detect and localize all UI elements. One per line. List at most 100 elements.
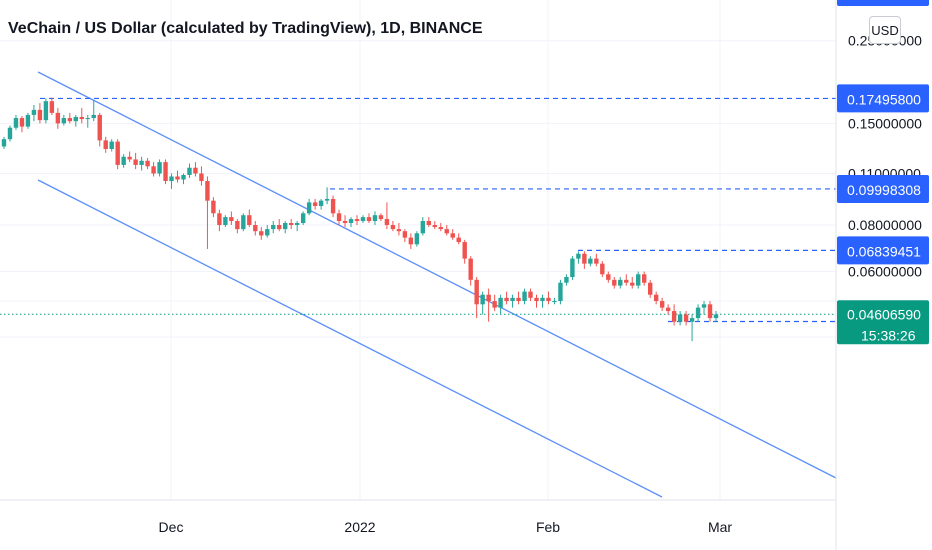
candle-body	[85, 118, 90, 120]
candle-body	[707, 304, 713, 319]
candles	[1, 97, 719, 342]
candle-body	[713, 314, 719, 319]
candle-body	[43, 101, 49, 121]
candle-body	[169, 176, 174, 182]
candle-body	[247, 215, 252, 226]
candle-body	[115, 141, 120, 165]
candle-body	[19, 118, 25, 127]
candle-body	[600, 263, 605, 275]
candle-body	[642, 274, 647, 283]
current-price-label: 0.04606590	[847, 306, 921, 322]
candle-body	[396, 229, 402, 232]
candle-body	[330, 198, 336, 214]
candle-body	[384, 219, 390, 226]
price-tick-label: 0.15000000	[848, 115, 922, 131]
candle-body	[354, 219, 360, 222]
candle-body	[61, 118, 67, 124]
candle-body	[576, 253, 581, 259]
current-price-badge	[837, 300, 929, 345]
candle-body	[504, 297, 509, 302]
candle-body	[408, 237, 414, 245]
candle-body	[378, 215, 384, 220]
candle-body	[468, 258, 473, 280]
candle-body	[366, 217, 372, 222]
candle-body	[312, 202, 318, 206]
channel-lower-line	[37, 179, 663, 498]
candle-body	[486, 294, 491, 302]
candle-body	[594, 258, 599, 264]
candle-body	[450, 233, 455, 238]
price-tick-label: 0.06000000	[848, 264, 922, 280]
candle-body	[701, 304, 707, 308]
candle-body	[91, 114, 96, 119]
candle-body	[151, 166, 156, 174]
candle-body	[653, 294, 659, 302]
candle-body	[288, 223, 294, 226]
currency-button[interactable]: USD	[869, 16, 901, 44]
candle-body	[665, 307, 671, 312]
channel-upper-line	[37, 71, 837, 479]
candle-body	[498, 297, 503, 308]
candle-body	[241, 215, 246, 230]
candle-body	[522, 291, 527, 302]
candle-body	[306, 202, 312, 214]
candle-body	[175, 176, 180, 180]
candle-body	[145, 160, 150, 167]
candle-body	[103, 140, 108, 149]
candle-body	[474, 279, 479, 305]
candle-body	[7, 127, 13, 140]
candle-body	[606, 274, 611, 280]
price-level-badge	[837, 236, 929, 265]
chart-title: VeChain / US Dollar (calculated by Tradi…	[8, 20, 483, 37]
candle-body	[630, 282, 635, 286]
candle-body	[659, 301, 665, 308]
candle-body	[432, 225, 437, 228]
candle-body	[67, 118, 73, 122]
candle-body	[265, 229, 270, 236]
time-tick-label: Mar	[708, 519, 732, 535]
candle-body	[157, 162, 162, 174]
candle-body	[235, 221, 240, 230]
candle-body	[229, 217, 234, 222]
candle-body	[49, 101, 55, 113]
candle-body	[342, 221, 348, 224]
price-level-badge-top	[837, 0, 929, 6]
candle-body	[582, 253, 587, 264]
price-level-badge	[837, 174, 929, 203]
candle-body	[336, 213, 342, 222]
candle-body	[558, 282, 563, 302]
candle-body	[444, 229, 449, 234]
grid-layer	[0, 0, 836, 500]
candle-body	[636, 274, 641, 286]
candle-body	[420, 221, 426, 234]
candle-body	[73, 116, 78, 122]
candle-body	[671, 311, 677, 322]
candle-body	[492, 301, 497, 308]
candle-body	[1, 139, 7, 147]
price-level-badge	[837, 84, 929, 113]
candle-body	[121, 156, 126, 165]
price-level-badge-label: 0.06839451	[847, 243, 921, 259]
candle-body	[677, 314, 683, 322]
candle-body	[163, 162, 168, 182]
time-tick-label: 2022	[344, 519, 375, 535]
candle-body	[318, 200, 324, 206]
price-tick-label: 0.08000000	[848, 217, 922, 233]
candle-body	[528, 291, 533, 298]
candle-body	[570, 258, 575, 278]
candle-body	[199, 173, 204, 182]
candle-body	[414, 233, 420, 245]
candle-body	[683, 314, 689, 322]
time-tick-label: Dec	[159, 519, 184, 535]
candle-body	[187, 167, 192, 175]
candle-body	[588, 258, 593, 264]
candle-body	[552, 301, 557, 303]
time-axis: Dec 2022 Feb Mar	[159, 519, 733, 535]
candle-body	[324, 198, 330, 201]
candle-body	[624, 279, 629, 283]
candle-body	[253, 225, 258, 232]
candle-body	[480, 294, 485, 305]
candle-body	[462, 242, 467, 259]
